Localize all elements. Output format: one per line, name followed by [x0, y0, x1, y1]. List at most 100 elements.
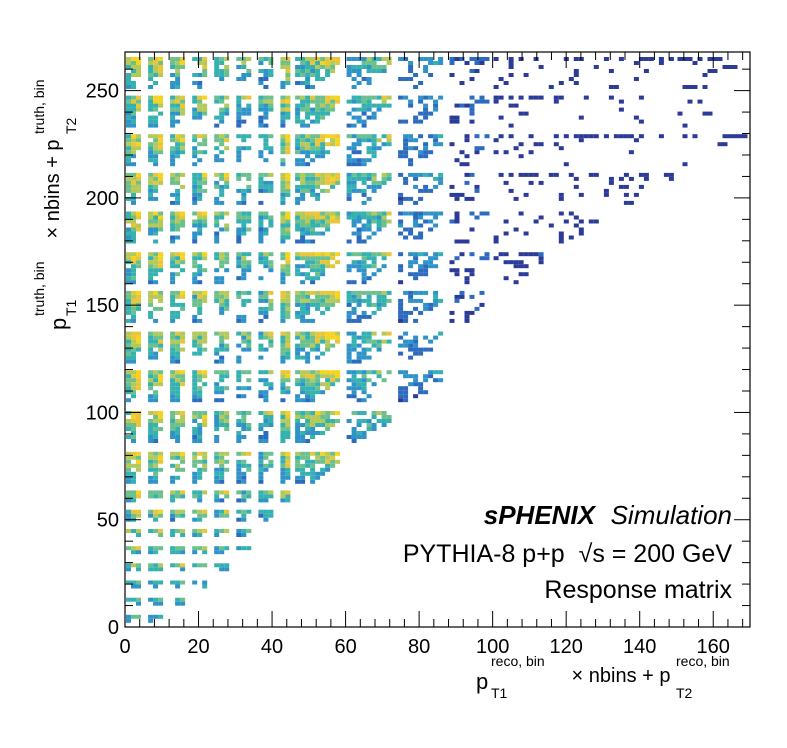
- heatmap-cell: [153, 423, 159, 427]
- heatmap-cell: [236, 459, 242, 464]
- heatmap-cell: [518, 211, 524, 216]
- heatmap-cell: [300, 455, 306, 460]
- heatmap-cell: [153, 231, 159, 236]
- heatmap-cell: [236, 533, 242, 537]
- heatmap-cell: [280, 451, 286, 456]
- heatmap-cell: [371, 146, 377, 151]
- heatmap-cell: [153, 580, 159, 585]
- heatmap-cell: [464, 268, 470, 273]
- heatmap-cell: [305, 419, 311, 423]
- heatmap-cell: [305, 398, 311, 403]
- heatmap-cell: [131, 394, 136, 399]
- heatmap-cell: [285, 264, 291, 269]
- heatmap-cell: [192, 529, 198, 533]
- heatmap-cell: [175, 563, 181, 568]
- heatmap-cell: [454, 196, 460, 201]
- heatmap-cell: [153, 294, 159, 299]
- heatmap-cell: [136, 294, 141, 299]
- heatmap-cell: [553, 142, 559, 147]
- heatmap-cell: [148, 150, 154, 155]
- heatmap-cell: [413, 119, 419, 124]
- heatmap-cell: [131, 479, 136, 484]
- heatmap-cell: [330, 176, 336, 181]
- heatmap-cell: [153, 95, 159, 100]
- heatmap-cell: [202, 252, 208, 257]
- heatmap-cell: [214, 235, 220, 240]
- heatmap-cell: [224, 103, 230, 108]
- heatmap-cell: [493, 150, 499, 155]
- heatmap-cell: [371, 115, 377, 120]
- heatmap-cell: [418, 111, 424, 116]
- heatmap-cell: [197, 227, 203, 232]
- heatmap-cell: [236, 471, 242, 476]
- heatmap-cell: [175, 550, 181, 555]
- heatmap-cell: [192, 533, 198, 537]
- heatmap-cell: [346, 318, 352, 323]
- heatmap-cell: [280, 314, 286, 319]
- heatmap-cell: [310, 264, 316, 269]
- heatmap-cell: [148, 215, 154, 220]
- heatmap-cell: [285, 339, 291, 344]
- heatmap-cell: [224, 57, 230, 61]
- heatmap-cell: [170, 411, 176, 415]
- heatmap-cell: [170, 73, 176, 77]
- heatmap-cell: [356, 398, 362, 403]
- x-tick-label: 20: [187, 636, 209, 658]
- heatmap-cell: [285, 355, 291, 360]
- heatmap-cell: [131, 138, 136, 143]
- heatmap-cell: [413, 272, 419, 277]
- heatmap-cell: [335, 211, 341, 216]
- heatmap-cell: [131, 431, 136, 435]
- heatmap-cell: [643, 57, 649, 61]
- heatmap-cell: [219, 115, 225, 120]
- heatmap-cell: [197, 107, 203, 112]
- heatmap-cell: [413, 115, 419, 120]
- heatmap-cell: [464, 239, 470, 244]
- heatmap-cell: [153, 138, 159, 143]
- heatmap-cell: [346, 134, 352, 139]
- heatmap-cell: [258, 294, 264, 299]
- heatmap-cell: [148, 223, 154, 228]
- heatmap-cell: [310, 298, 316, 303]
- heatmap-cell: [268, 451, 274, 456]
- heatmap-cell: [153, 196, 159, 201]
- heatmap-cell: [351, 306, 357, 311]
- heatmap-cell: [192, 471, 198, 476]
- heatmap-cell: [202, 459, 208, 464]
- heatmap-cell: [454, 219, 460, 224]
- heatmap-cell: [214, 550, 220, 555]
- heatmap-cell: [398, 264, 404, 269]
- heatmap-cell: [459, 192, 465, 197]
- heatmap-cell: [258, 463, 264, 468]
- heatmap-cell: [153, 382, 159, 387]
- heatmap-cell: [320, 95, 326, 100]
- heatmap-cell: [148, 386, 154, 391]
- heatmap-cell: [454, 256, 460, 261]
- heatmap-cell: [263, 398, 269, 403]
- heatmap-cell: [403, 138, 409, 143]
- heatmap-cell: [258, 498, 264, 503]
- heatmap-cell: [219, 423, 225, 427]
- heatmap-cell: [131, 223, 136, 228]
- heatmap-cell: [403, 142, 409, 147]
- heatmap-cell: [398, 268, 404, 273]
- heatmap-cell: [268, 188, 274, 193]
- heatmap-cell: [175, 355, 181, 360]
- heatmap-cell: [356, 302, 362, 307]
- heatmap-cell: [202, 411, 208, 415]
- heatmap-cell: [214, 294, 220, 299]
- heatmap-cell: [408, 227, 414, 232]
- heatmap-cell: [295, 455, 301, 460]
- xlabel-p1: p: [476, 669, 488, 694]
- heatmap-cell: [280, 276, 286, 281]
- heatmap-cell: [192, 490, 198, 495]
- heatmap-cell: [320, 107, 326, 112]
- heatmap-cell: [214, 546, 220, 551]
- heatmap-cell: [236, 374, 242, 379]
- heatmap-cell: [246, 427, 252, 431]
- heatmap-cell: [295, 146, 301, 151]
- heatmap-cell: [180, 550, 186, 555]
- heatmap-cell: [158, 306, 164, 311]
- heatmap-cell: [346, 355, 352, 360]
- heatmap-cell: [192, 580, 198, 585]
